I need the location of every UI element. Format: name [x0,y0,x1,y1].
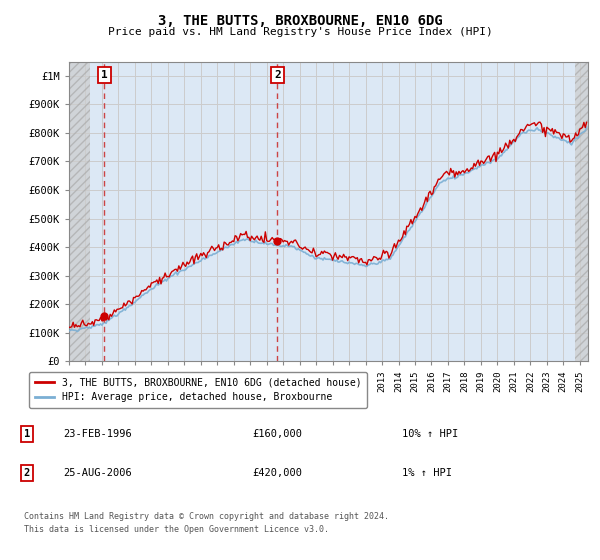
Text: 3, THE BUTTS, BROXBOURNE, EN10 6DG: 3, THE BUTTS, BROXBOURNE, EN10 6DG [158,14,442,28]
Text: 1% ↑ HPI: 1% ↑ HPI [402,468,452,478]
Text: 1: 1 [101,70,108,80]
Bar [69,62,91,361]
Text: £160,000: £160,000 [252,429,302,439]
Text: 2: 2 [274,70,281,80]
Text: 25-AUG-2006: 25-AUG-2006 [63,468,132,478]
Text: 23-FEB-1996: 23-FEB-1996 [63,429,132,439]
Text: Contains HM Land Registry data © Crown copyright and database right 2024.
This d: Contains HM Land Registry data © Crown c… [24,512,389,534]
Text: 2: 2 [24,468,30,478]
Text: Price paid vs. HM Land Registry's House Price Index (HPI): Price paid vs. HM Land Registry's House … [107,27,493,37]
Bar [575,62,588,361]
Text: £420,000: £420,000 [252,468,302,478]
Legend: 3, THE BUTTS, BROXBOURNE, EN10 6DG (detached house), HPI: Average price, detache: 3, THE BUTTS, BROXBOURNE, EN10 6DG (deta… [29,372,367,408]
Text: 1: 1 [24,429,30,439]
Text: 10% ↑ HPI: 10% ↑ HPI [402,429,458,439]
